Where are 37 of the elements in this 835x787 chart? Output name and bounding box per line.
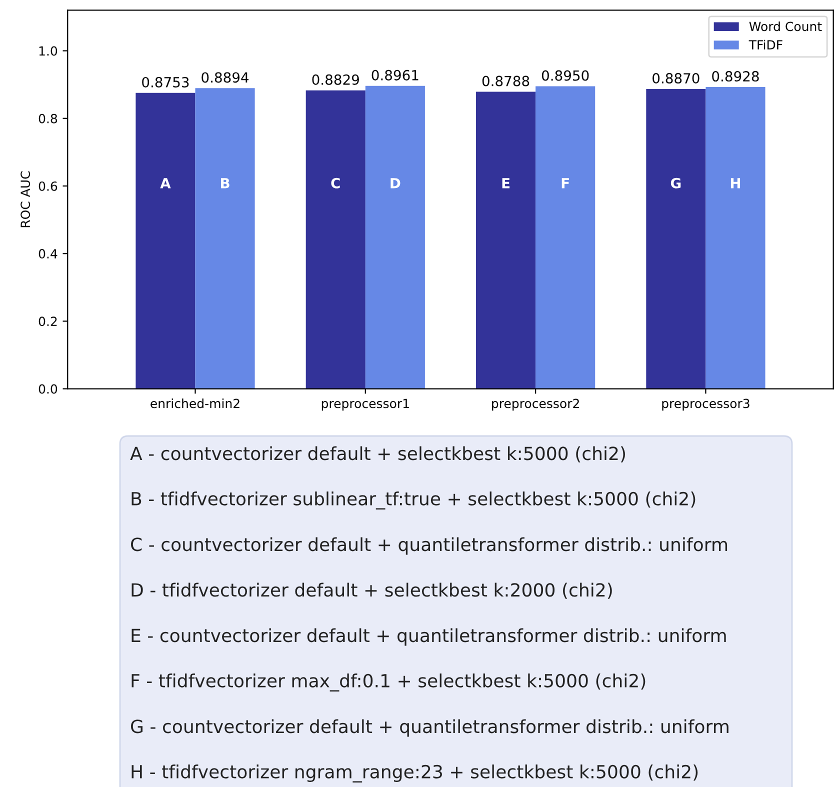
annotation: E — [502, 178, 510, 188]
data-label: 0.8961 — [372, 70, 418, 80]
data-label: 0.8928 — [712, 71, 759, 82]
x-tick-label: enriched-min2 — [150, 398, 240, 408]
y-axis-title: ROC AUC — [20, 171, 30, 228]
annotation: B — [221, 178, 230, 188]
legend-label: Word Count — [749, 21, 822, 32]
data-label: 0.8788 — [482, 76, 530, 86]
annotation: A — [160, 178, 171, 188]
text: A - countvectorizer default + selectkbest k:5000 (chi2) — [130, 446, 625, 462]
text: G - countvectorizer default + quantiletransformer distrib.: uniform — [131, 719, 728, 737]
text: C - countvectorizer default + quantiletransformer distrib.: uniform — [131, 537, 728, 555]
annotation: C — [331, 178, 340, 188]
data-label: 0.8753 — [142, 76, 189, 88]
text: D - tfidfvectorizer default + selectkbest k:2000 (chi2) — [132, 582, 612, 599]
y-tick-label: 0.0 — [38, 384, 58, 394]
legend-label: TFiDF — [748, 40, 782, 50]
annotation: F — [562, 178, 569, 188]
text: H - tfidfvectorizer ngram_range:23 + selectkbest k:5000 (chi2) — [132, 764, 698, 782]
annotation: G — [670, 178, 681, 188]
annotation: D — [390, 178, 400, 188]
x-tick-label: preprocessor3 — [662, 398, 750, 411]
data-label: 0.8829 — [312, 74, 359, 85]
text: F - tfidfvectorizer max_df:0.1 + selectkbest k:5000 (chi2) — [132, 674, 646, 692]
x-tick-label: preprocessor2 — [492, 398, 579, 411]
text: B - tfidfvectorizer sublinear_tf:true + selectkbest k:5000 (chi2) — [132, 492, 696, 510]
data-label: 0.8950 — [542, 70, 589, 81]
y-tick-label: 0.4 — [38, 249, 58, 259]
x-tick-label: preprocessor1 — [322, 398, 409, 411]
y-tick-label: 0.8 — [38, 114, 58, 124]
data-label: 0.8894 — [202, 72, 249, 83]
text: E - countvectorizer default + quantiletransformer distrib.: uniform — [132, 628, 726, 646]
y-tick-label: 1.0 — [39, 46, 58, 56]
annotation: H — [730, 178, 740, 188]
data-label: 0.8870 — [652, 73, 700, 84]
y-tick-label: 0.2 — [38, 316, 57, 326]
y-tick-label: 0.6 — [38, 181, 58, 191]
